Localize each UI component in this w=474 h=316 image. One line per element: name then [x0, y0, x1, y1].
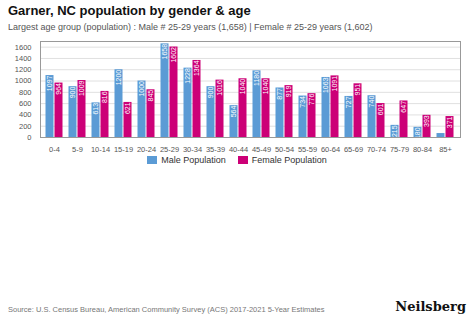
svg-text:55-59: 55-59 [298, 145, 317, 153]
svg-text:1364: 1364 [193, 60, 200, 76]
svg-text:1200: 1200 [15, 65, 32, 74]
svg-text:900: 900 [69, 87, 76, 99]
svg-text:964: 964 [55, 83, 62, 95]
svg-text:1016: 1016 [216, 80, 223, 96]
svg-text:919: 919 [285, 86, 292, 98]
html-text:Garner, NC population by gende: Garner, NC population by gender & age [8, 3, 251, 18]
svg-text:1000: 1000 [15, 76, 32, 85]
svg-text:1600: 1600 [15, 43, 32, 52]
html-text:Largest age group (population): Largest age group (population) : Male # … [8, 22, 373, 32]
svg-text:1180: 1180 [253, 71, 260, 86]
svg-text:85+: 85+ [439, 145, 452, 153]
svg-text:1200: 1200 [115, 70, 122, 86]
svg-text:371: 371 [446, 116, 453, 128]
svg-text:1063: 1063 [322, 77, 329, 93]
svg-text:740: 740 [368, 96, 375, 108]
svg-text:1000: 1000 [138, 81, 145, 97]
svg-text:1400: 1400 [15, 54, 32, 63]
svg-text:10-14: 10-14 [91, 145, 110, 153]
svg-text:215: 215 [391, 125, 398, 137]
svg-text:25-29: 25-29 [160, 145, 179, 153]
svg-text:45-49: 45-49 [252, 145, 271, 153]
svg-text:600: 600 [19, 99, 32, 108]
svg-text:35-39: 35-39 [206, 145, 225, 153]
svg-text:647: 647 [400, 101, 407, 113]
svg-text:601: 601 [377, 103, 384, 115]
svg-text:816: 816 [101, 91, 108, 103]
svg-text:40-44: 40-44 [229, 145, 248, 153]
svg-text:951: 951 [354, 84, 361, 96]
svg-text:75-79: 75-79 [390, 145, 409, 153]
svg-text:1658: 1658 [161, 44, 168, 60]
svg-text:734: 734 [299, 96, 306, 108]
svg-text:1009: 1009 [78, 80, 85, 96]
svg-text:621: 621 [124, 102, 131, 114]
svg-text:393: 393 [423, 115, 430, 127]
svg-text:564: 564 [230, 106, 237, 118]
svg-text:845: 845 [147, 90, 154, 102]
svg-text:727: 727 [345, 96, 352, 108]
svg-text:613: 613 [92, 103, 99, 115]
svg-text:1040: 1040 [239, 79, 246, 95]
svg-text:80-84: 80-84 [413, 145, 432, 153]
svg-text:1040: 1040 [262, 79, 269, 95]
svg-text:200: 200 [19, 122, 32, 131]
svg-text:20-24: 20-24 [137, 145, 156, 153]
svg-text:877: 877 [276, 88, 283, 100]
svg-text:5-9: 5-9 [72, 145, 83, 153]
svg-text:0-4: 0-4 [49, 145, 60, 153]
svg-text:50-54: 50-54 [275, 145, 294, 153]
svg-text:900: 900 [207, 87, 214, 99]
svg-text:65-69: 65-69 [344, 145, 363, 153]
svg-text:1602: 1602 [170, 47, 177, 63]
svg-text:1091: 1091 [331, 76, 338, 92]
html-text:Source: U.S. Census Bureau, Am: Source: U.S. Census Bureau, American Com… [8, 305, 325, 314]
svg-text:30-34: 30-34 [183, 145, 202, 153]
html-text:Neilsberg: Neilsberg [395, 299, 466, 314]
svg-text:15-19: 15-19 [114, 145, 133, 153]
svg-text:1097: 1097 [46, 75, 53, 91]
svg-text:1228: 1228 [184, 68, 191, 84]
svg-text:180: 180 [414, 127, 422, 139]
svg-text:800: 800 [19, 88, 32, 97]
svg-text:60-64: 60-64 [321, 145, 340, 153]
svg-text:0: 0 [27, 133, 31, 142]
svg-text:70-74: 70-74 [367, 145, 386, 153]
svg-text:400: 400 [19, 110, 32, 119]
svg-text:776: 776 [308, 94, 315, 106]
html-text:Male Population: Male Population [161, 155, 226, 165]
html-text:Female Population: Female Population [251, 155, 327, 165]
